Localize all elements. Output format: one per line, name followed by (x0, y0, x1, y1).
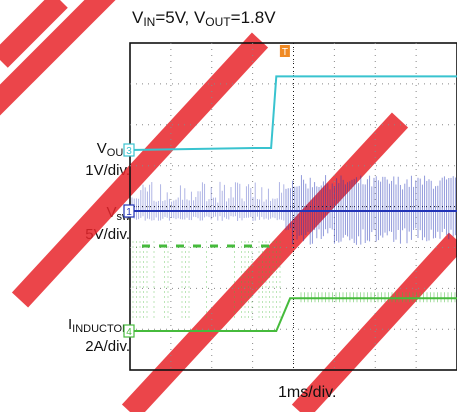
iinductor-scale: 2A/div. (85, 338, 130, 355)
channel-marker-ch4 (123, 324, 135, 338)
vout-scale: 1V/div. (85, 162, 130, 179)
watermark-stripe (0, 0, 116, 116)
trace-iinductor (130, 297, 457, 332)
channel-marker-label-ch1: 1 (126, 207, 132, 218)
traces (129, 75, 457, 332)
channel-marker-ch3 (123, 143, 135, 157)
watermark-stripe (291, 232, 457, 412)
trace-vout (129, 75, 457, 151)
chart-title: VIN=5V, VOUT=1.8V (132, 8, 276, 29)
trigger-marker-label: T (282, 47, 288, 58)
channel-marker-label-ch4: 4 (126, 327, 132, 338)
x-axis-label: 1ms/div. (278, 384, 337, 401)
trigger-marker (279, 45, 290, 57)
watermark-stripe (0, 0, 68, 68)
plot-frame (129, 42, 457, 371)
grid (130, 43, 457, 370)
watermark-stripe (121, 112, 409, 412)
channel-marker-ch1 (123, 204, 135, 218)
channel-marker-label-ch3: 3 (126, 146, 132, 157)
watermark-stripe (11, 32, 269, 308)
channel-markers: 3 1 4 T (123, 45, 290, 338)
iinductor-label: IINDUCTOR 2A/div. (67, 316, 130, 355)
